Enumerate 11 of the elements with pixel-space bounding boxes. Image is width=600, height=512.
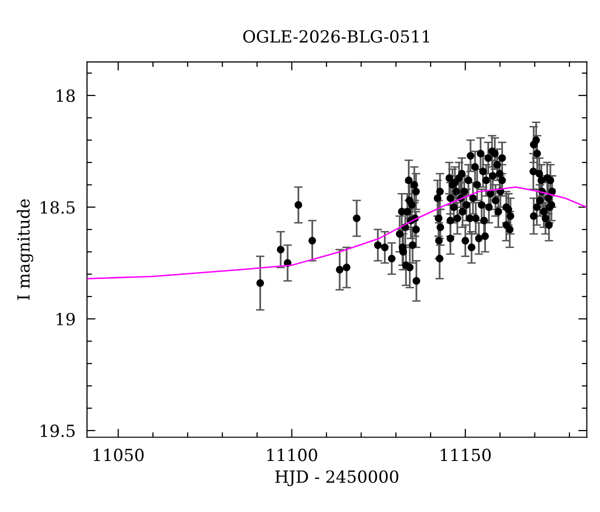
y-tick-label: 18.5 xyxy=(40,201,75,214)
y-tick-label: 19.5 xyxy=(40,424,75,438)
y-tick-label: 18 xyxy=(56,89,75,102)
y-tick-label: 19 xyxy=(56,312,75,326)
x-tick-label: 11050 xyxy=(94,448,144,462)
x-tick-label: 11150 xyxy=(440,448,491,462)
x-tick-label: 11100 xyxy=(267,448,318,462)
y-axis-title: I magnitude xyxy=(16,199,34,300)
line-series xyxy=(87,186,587,280)
x-axis-title: HJD - 2450000 xyxy=(275,470,398,486)
chart-title: OGLE-2026-BLG-0511 xyxy=(243,30,430,43)
